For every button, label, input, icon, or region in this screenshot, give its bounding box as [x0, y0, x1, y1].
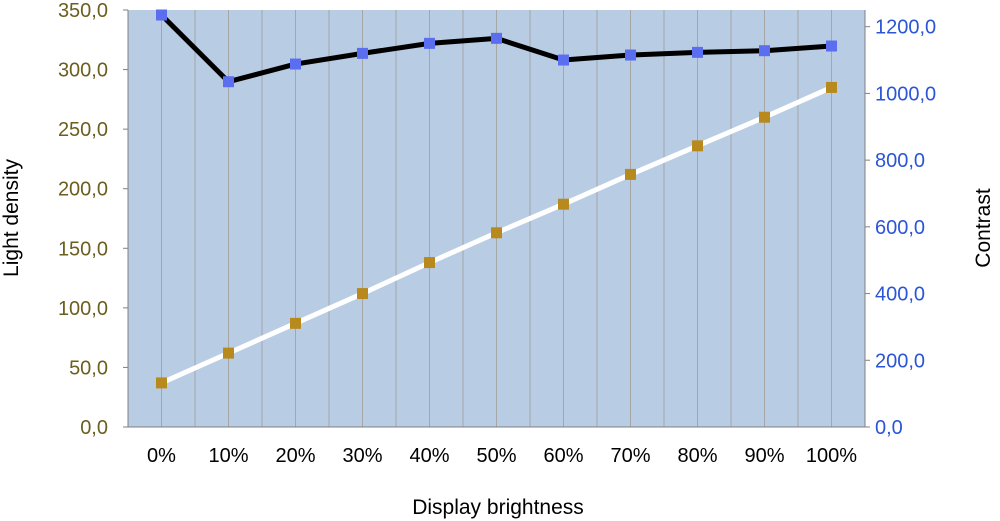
x-tick-label: 60% [543, 445, 583, 467]
right-tick-label: 600,0 [875, 217, 925, 239]
x-tick-label: 100% [806, 445, 857, 467]
left-tick-label: 100,0 [58, 298, 108, 320]
data-point-right [424, 37, 435, 49]
data-point-right [223, 76, 234, 88]
left-tick-label: 250,0 [58, 119, 108, 141]
right-tick-label: 400,0 [875, 284, 925, 306]
right-tick-label: 1000,0 [875, 83, 936, 105]
x-axis-ticks: 0% 10% 20% 30% 40% 50% 60% 70% 80% 90% 100% [147, 445, 857, 467]
data-point-right [156, 9, 167, 21]
data-point-right [759, 45, 770, 57]
left-tick-label: 350,0 [58, 0, 108, 22]
data-point-left [491, 227, 502, 239]
data-point-left [290, 317, 301, 329]
left-tick-label: 300,0 [58, 60, 108, 82]
left-tick-label: 150,0 [58, 238, 108, 260]
x-tick-label: 80% [677, 445, 717, 467]
data-point-right [826, 40, 837, 52]
data-point-left [223, 347, 234, 359]
x-tick-label: 40% [409, 445, 449, 467]
x-tick-label: 0% [147, 445, 176, 467]
x-tick-label: 10% [208, 445, 248, 467]
data-point-right [692, 46, 703, 58]
data-point-left [625, 168, 636, 180]
data-point-right [625, 49, 636, 61]
data-point-left [759, 111, 770, 123]
x-axis-title: Display brightness [412, 496, 584, 519]
right-axis-ticks: 0,0 200,0 400,0 600,0 800,0 1000,0 1200,0 [865, 17, 936, 439]
x-tick-label: 50% [476, 445, 516, 467]
y-axis-title-right: Contrast [972, 188, 995, 268]
data-point-right [491, 32, 502, 44]
x-tick-label: 30% [342, 445, 382, 467]
right-tick-label: 800,0 [875, 150, 925, 172]
left-tick-label: 0,0 [80, 417, 108, 439]
data-point-left [558, 198, 569, 210]
left-tick-label: 200,0 [58, 179, 108, 201]
x-tick-label: 20% [275, 445, 315, 467]
data-point-right [558, 54, 569, 66]
data-point-right [357, 47, 368, 59]
data-point-left [357, 288, 368, 300]
data-point-left [424, 257, 435, 269]
data-point-right [290, 58, 301, 70]
left-axis-ticks: 0,0 50,0 100,0 150,0 200,0 250,0 300,0 350,0 [58, 0, 128, 439]
left-tick-label: 50,0 [69, 357, 108, 379]
right-tick-label: 0,0 [875, 417, 903, 439]
right-tick-label: 200,0 [875, 350, 925, 372]
x-tick-label: 90% [744, 445, 784, 467]
data-point-left [692, 140, 703, 152]
y-axis-title-left: Light density [0, 159, 23, 277]
series-group [156, 9, 837, 389]
data-point-left [156, 377, 167, 389]
data-point-left [826, 81, 837, 93]
x-tick-label: 70% [610, 445, 650, 467]
right-tick-label: 1200,0 [875, 17, 936, 39]
